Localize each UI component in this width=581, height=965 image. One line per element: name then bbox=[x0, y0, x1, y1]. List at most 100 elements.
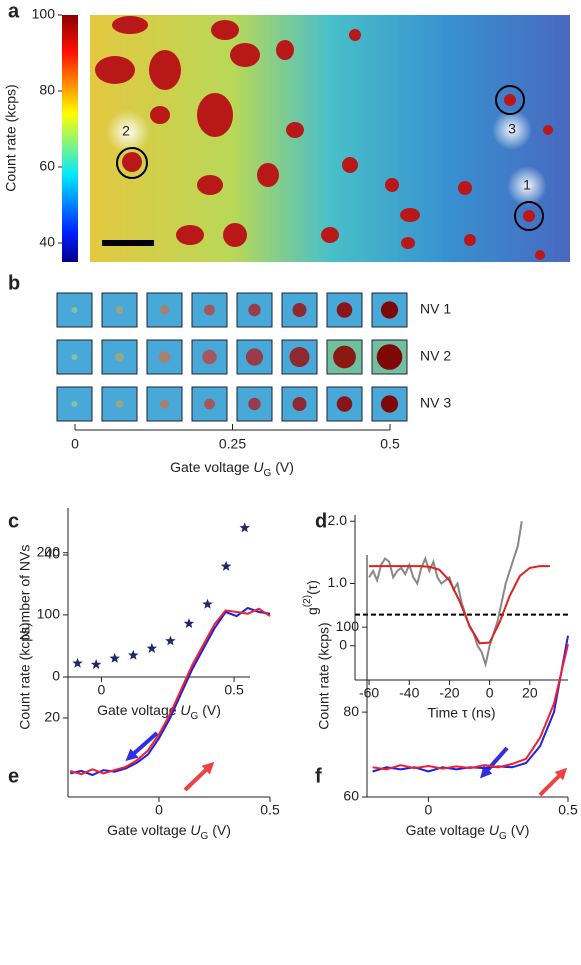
series-line bbox=[372, 635, 569, 773]
x-axis-label-part: (V) bbox=[208, 822, 231, 838]
x-axis-label-part: (V) bbox=[198, 702, 221, 718]
panel-label: b bbox=[8, 272, 20, 294]
y-tick-label: 1.0 bbox=[328, 574, 348, 590]
thumbnail-spot bbox=[159, 305, 170, 315]
y-tick-label: 100 bbox=[336, 618, 360, 634]
thumbnail-spot bbox=[204, 304, 215, 316]
y-tick-label: 200 bbox=[37, 543, 61, 559]
x-tick-label: 0 bbox=[155, 802, 163, 818]
thumbnail-spot bbox=[380, 301, 399, 319]
x-tick-label: 0.25 bbox=[219, 436, 246, 452]
y-tick-label: 2.0 bbox=[328, 512, 348, 528]
thumbnail-spot bbox=[202, 349, 217, 365]
colorbar bbox=[62, 15, 78, 262]
x-axis-label-part: (V) bbox=[507, 822, 530, 838]
thumbnail-spot bbox=[380, 395, 399, 413]
thumbnail-spot bbox=[289, 347, 310, 367]
x-axis-label: Gate voltage UG (V) bbox=[107, 822, 231, 842]
y-axis-label-part: (τ) bbox=[304, 580, 320, 595]
thumbnail-spot bbox=[292, 397, 307, 411]
row-label: NV 3 bbox=[420, 395, 451, 411]
x-axis-label: Gate voltage UG (V) bbox=[97, 702, 221, 722]
series-line bbox=[69, 606, 271, 777]
y-tick-label: 20 bbox=[44, 709, 60, 725]
thumbnail-spot bbox=[115, 306, 124, 314]
x-tick-label: -40 bbox=[399, 685, 419, 701]
x-axis-label-part: (V) bbox=[271, 459, 294, 475]
thumbnail-spot bbox=[71, 401, 78, 407]
y-tick-label: 40 bbox=[44, 546, 60, 562]
thumbnail-spot bbox=[115, 352, 124, 362]
thumbnail-spot bbox=[71, 307, 78, 313]
x-tick-label: -20 bbox=[439, 685, 459, 701]
thumbnail bbox=[146, 386, 183, 422]
x-tick-label: 0 bbox=[425, 802, 433, 818]
thumbnail-spot bbox=[115, 400, 124, 408]
row-label: NV 2 bbox=[420, 348, 451, 364]
y-axis-label: Number of NVs bbox=[17, 545, 33, 641]
star-point bbox=[220, 560, 232, 571]
x-tick-label: 20 bbox=[522, 685, 538, 701]
y-tick-label: 100 bbox=[37, 606, 61, 622]
x-tick-label: 0 bbox=[71, 436, 79, 452]
thumbnail bbox=[101, 386, 138, 422]
thumbnail bbox=[56, 292, 93, 328]
y-tick-label: 0 bbox=[52, 668, 60, 684]
x-axis-label-part: U bbox=[180, 702, 191, 718]
panel-label: d bbox=[315, 510, 327, 532]
panel-label: f bbox=[315, 765, 322, 787]
heatmap bbox=[62, 15, 570, 262]
panel-label: e bbox=[8, 765, 19, 787]
thumbnail-spot bbox=[158, 351, 171, 363]
x-tick-label: 0.5 bbox=[558, 802, 578, 818]
thumbnail-spot bbox=[159, 399, 170, 409]
colorbar-tick-label: 80 bbox=[39, 82, 55, 98]
star-point bbox=[146, 642, 158, 653]
y-axis-label-part: (2) bbox=[302, 595, 313, 607]
nv-annotation: 1 bbox=[523, 177, 531, 193]
thumbnail-spot bbox=[245, 348, 264, 366]
y-axis-label: g(2)(τ) bbox=[302, 580, 320, 615]
x-tick-label: 0.5 bbox=[260, 802, 280, 818]
x-axis-label-part: G bbox=[499, 831, 507, 842]
x-axis-label-part: Gate voltage bbox=[107, 822, 190, 838]
thumbnail-spot bbox=[71, 354, 78, 360]
y-tick-label: 0 bbox=[339, 636, 347, 652]
x-axis-label-part: Gate voltage bbox=[97, 702, 180, 718]
x-axis-label-part: G bbox=[201, 831, 209, 842]
colorbar-tick-label: 40 bbox=[39, 234, 55, 250]
y-tick-label: 80 bbox=[343, 703, 359, 719]
series-line bbox=[69, 607, 271, 776]
thumbnail bbox=[56, 386, 93, 422]
series-line bbox=[369, 565, 550, 645]
x-axis-label-part: G bbox=[264, 468, 272, 479]
colorbar-label: Count rate (kcps) bbox=[3, 84, 19, 191]
x-axis-label-part: Gate voltage bbox=[170, 459, 253, 475]
star-point bbox=[183, 618, 195, 628]
thumbnail bbox=[101, 339, 138, 375]
star-point bbox=[239, 522, 250, 533]
thumbnail-spot bbox=[376, 344, 403, 370]
y-axis-label: Count rate (kcps) bbox=[17, 622, 33, 729]
row-label: NV 1 bbox=[420, 301, 451, 317]
thumbnail-spot bbox=[248, 397, 261, 411]
y-tick-label: 60 bbox=[343, 788, 359, 804]
series-line bbox=[372, 643, 569, 771]
nv-annotation: 2 bbox=[122, 123, 130, 139]
panel-label: c bbox=[8, 510, 19, 532]
star-point bbox=[90, 659, 102, 669]
thumbnail-spot bbox=[336, 396, 353, 412]
star-point bbox=[109, 652, 120, 663]
x-axis-label-part: U bbox=[190, 822, 201, 838]
x-axis-label-part: Gate voltage bbox=[406, 822, 489, 838]
y-axis-label-part: g bbox=[304, 607, 320, 615]
x-axis-label-part: U bbox=[253, 459, 264, 475]
colorbar-tick-label: 100 bbox=[32, 6, 56, 22]
x-axis-label: Time τ (ns) bbox=[427, 705, 495, 721]
x-tick-label: 0.5 bbox=[380, 436, 400, 452]
x-axis-label-part: U bbox=[489, 822, 500, 838]
x-tick-label: 0 bbox=[98, 682, 106, 698]
thumbnail bbox=[326, 292, 363, 328]
thumbnail-spot bbox=[248, 303, 261, 317]
